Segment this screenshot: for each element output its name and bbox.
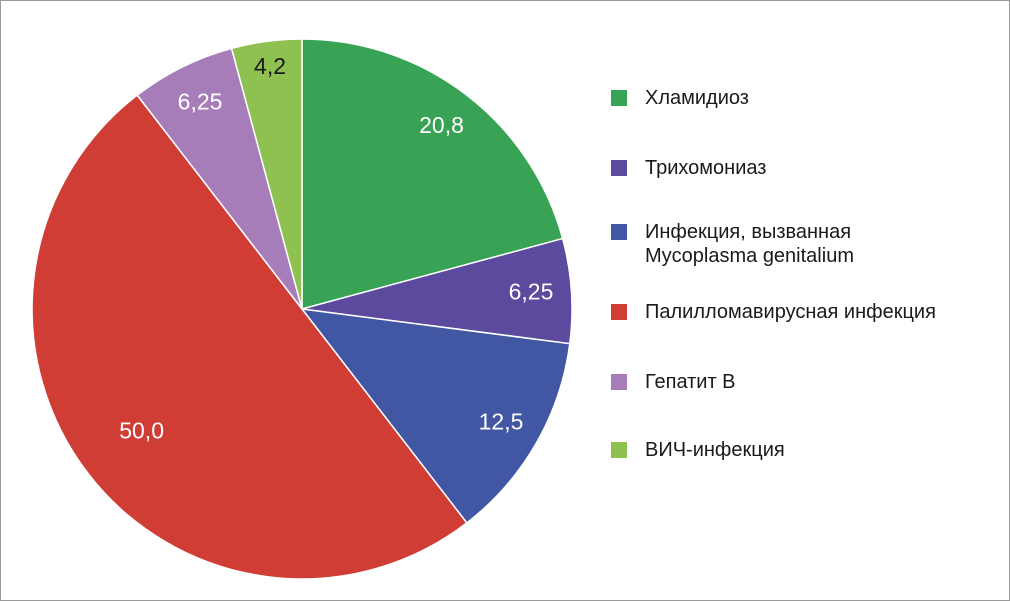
legend-item: Трихомониаз <box>609 156 766 180</box>
value-label: 6,25 <box>509 279 554 305</box>
legend-label: Инфекция, вызванная Mycoplasma genitaliu… <box>645 221 854 267</box>
legend-item: Инфекция, вызванная Mycoplasma genitaliu… <box>609 220 854 268</box>
legend-label: Гепатит B <box>645 371 736 393</box>
legend-swatch <box>611 442 627 458</box>
legend-swatch <box>611 374 627 390</box>
legend-item: ВИЧ-инфекция <box>609 438 785 462</box>
legend-label: Палилломавирусная инфекция <box>645 301 936 323</box>
legend-item: Гепатит B <box>609 370 736 394</box>
legend-item: Палилломавирусная инфекция <box>609 300 936 324</box>
pie-slice <box>31 94 468 580</box>
legend-label: Трихомониаз <box>645 157 767 179</box>
legend-label: ВИЧ-инфекция <box>645 439 785 461</box>
value-label: 12,5 <box>479 408 524 434</box>
pie-slice <box>300 308 571 524</box>
value-label: 6,25 <box>178 88 223 114</box>
pie-slice <box>230 38 303 310</box>
pie-area: 20,8 6,25 12,5 50,0 6,25 4,2 <box>31 38 573 580</box>
value-label: 50,0 <box>119 418 164 444</box>
pie-slice <box>301 38 564 310</box>
legend-label: Хламидиоз <box>645 87 749 109</box>
value-label: 20,8 <box>419 112 464 138</box>
legend-swatch <box>611 160 627 176</box>
value-label: 4,2 <box>254 53 286 79</box>
legend-swatch <box>611 90 627 106</box>
legend-swatch <box>611 224 627 240</box>
legend-swatch <box>611 304 627 320</box>
legend-item: Хламидиоз <box>609 86 749 110</box>
